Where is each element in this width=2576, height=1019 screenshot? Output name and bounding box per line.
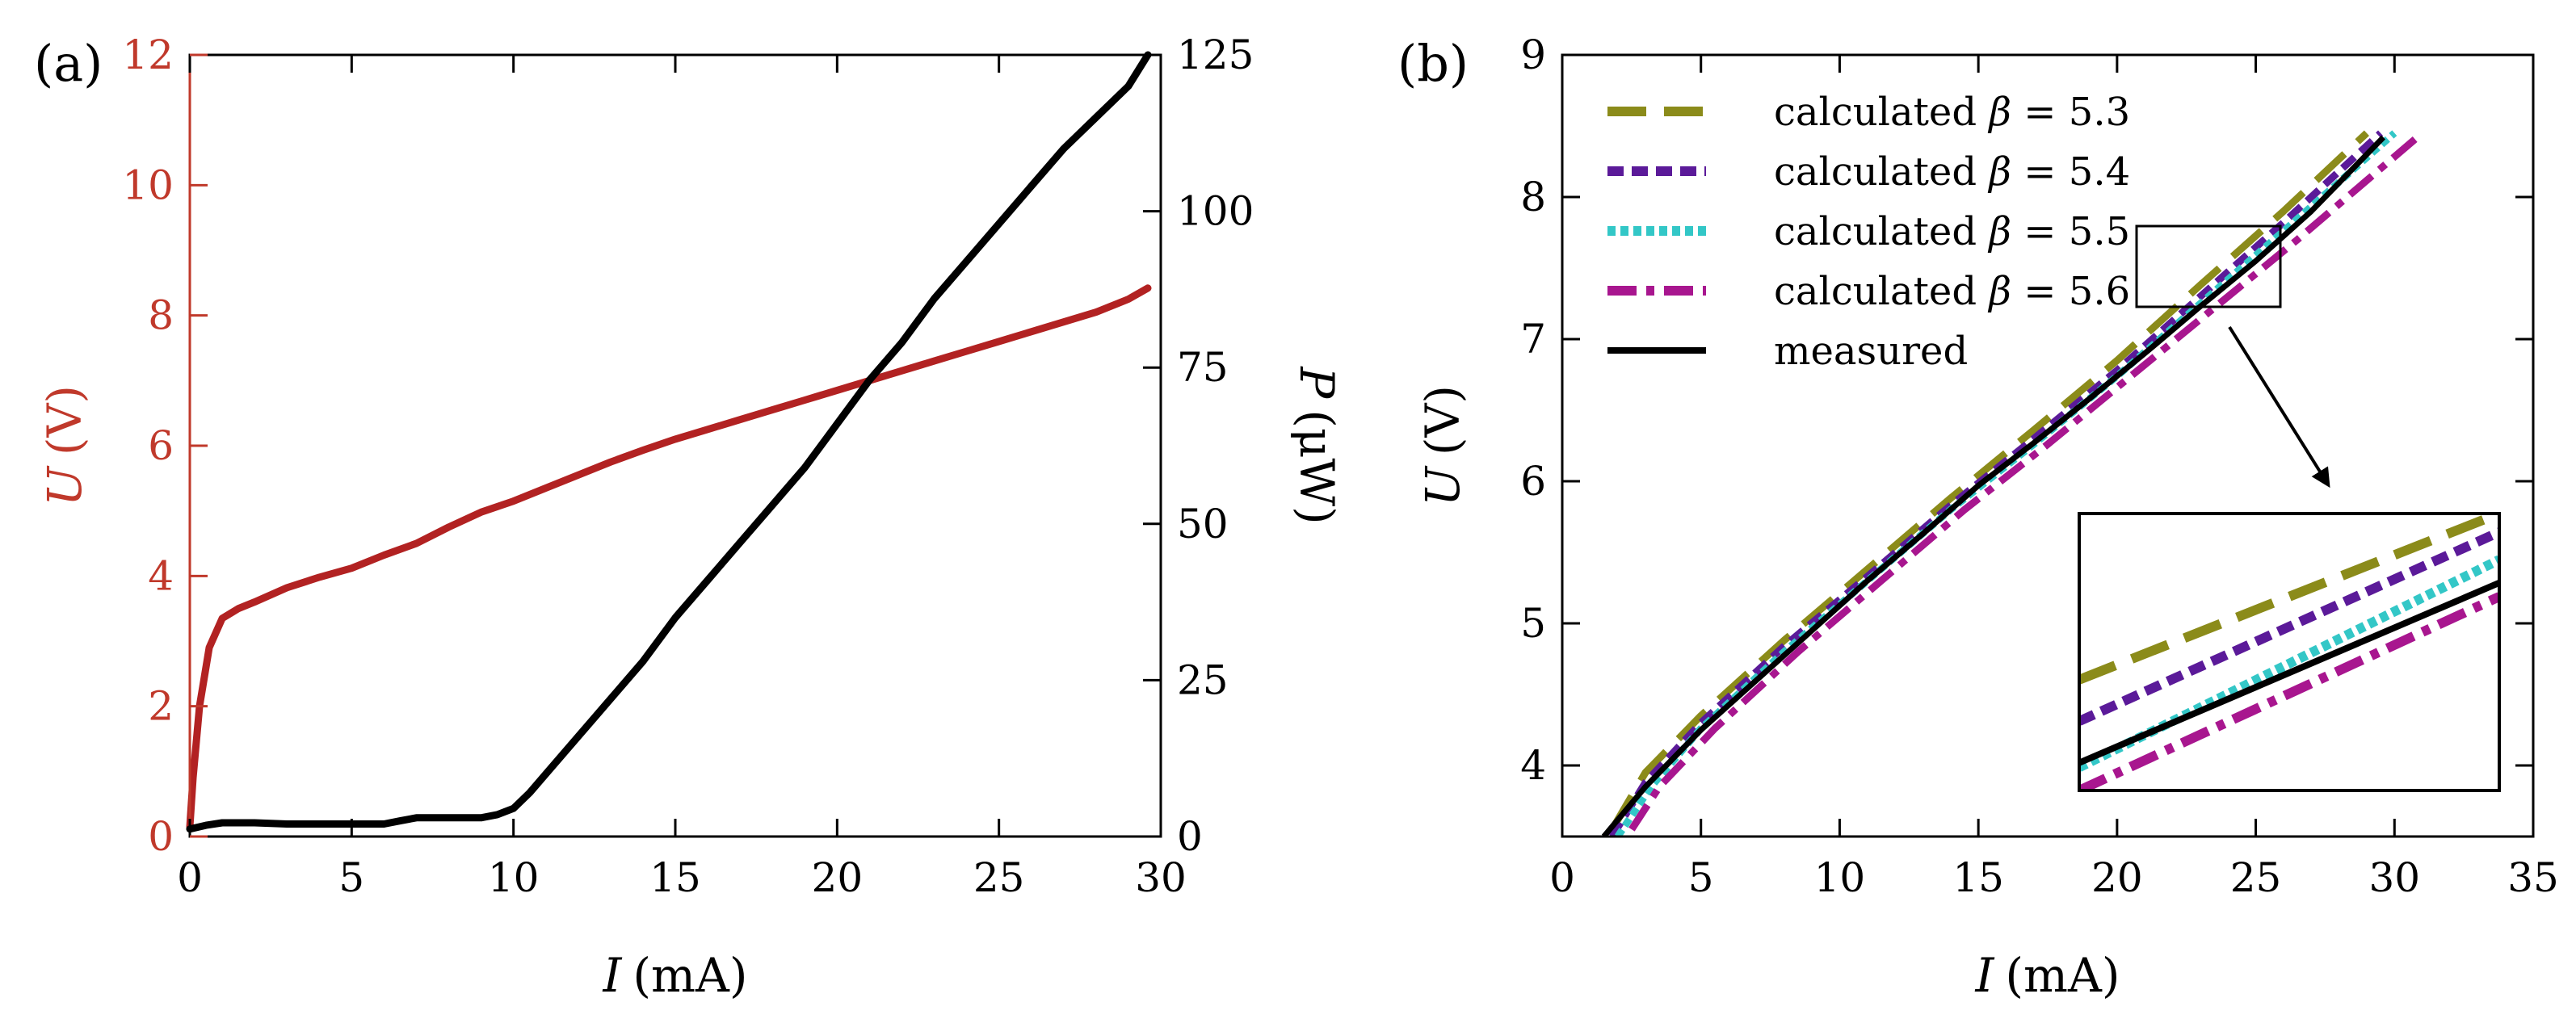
series-line-p <box>186 51 1152 833</box>
b-series-line-0 <box>1608 130 2369 832</box>
panel-a-y-unit: (V) <box>37 385 92 455</box>
legend-label-3: calculated β = 5.6 <box>1774 269 2130 314</box>
inset-line-0 <box>2079 514 2499 685</box>
b-xtick-label: 30 <box>2368 854 2420 901</box>
legend-label-1: calculated β = 5.4 <box>1774 149 2130 195</box>
panel-b-y-label: U (V) <box>1415 385 1470 506</box>
panel-b-x-unit: (mA) <box>2005 948 2120 1003</box>
inset-line-4 <box>2079 580 2499 766</box>
b-ytick-label: 5 <box>1520 600 1546 647</box>
panel-b-frame <box>1561 53 2535 838</box>
panel-b-x-label: I (mA) <box>1974 948 2120 1003</box>
panel-a-series <box>186 51 1152 833</box>
b-ytick-label: 9 <box>1520 31 1546 78</box>
legend-label-4: measured <box>1774 329 1968 374</box>
a-xtick-label: 15 <box>649 854 701 901</box>
a-ytick-label: 10 <box>122 161 174 208</box>
b-ytick-label: 7 <box>1520 316 1546 363</box>
b-ytick-label: 8 <box>1520 174 1546 220</box>
b-xtick-label: 25 <box>2230 854 2282 901</box>
panel-b-label: (b) <box>1397 34 1469 93</box>
panel-a-x-var: I <box>602 948 622 1003</box>
a-xtick-label: 20 <box>812 854 864 901</box>
a-ytick-label: 8 <box>148 292 174 339</box>
a-xtick-label: 10 <box>488 854 540 901</box>
a-xtick-label: 30 <box>1135 854 1187 901</box>
a-xtick-label: 5 <box>338 854 364 901</box>
panel-a-x-label: I (mA) <box>602 948 747 1003</box>
panel-b-series <box>1601 130 2425 837</box>
panel-a-y-var: U <box>37 465 92 506</box>
a-xtick-label: 0 <box>177 854 203 901</box>
b-ytick-label: 4 <box>1520 742 1546 789</box>
legend-label-0: calculated β = 5.3 <box>1774 90 2130 135</box>
a-y2tick-label: 125 <box>1177 31 1254 78</box>
panel-b-ticks: 0 5 10 15 20 25 30 35 4 5 6 7 8 9 <box>1520 31 2559 901</box>
panel-b-y-var: U <box>1415 465 1470 506</box>
b-ytick-label: 6 <box>1520 458 1546 505</box>
a-y2tick-label: 25 <box>1177 656 1229 703</box>
a-y2tick-label: 100 <box>1177 188 1254 235</box>
panel-a-label: (a) <box>34 34 103 93</box>
inset-line-1 <box>2079 527 2499 726</box>
a-y2tick-label: 75 <box>1177 344 1229 391</box>
a-ytick-label: 4 <box>148 552 174 599</box>
b-xtick-label: 35 <box>2507 854 2559 901</box>
panel-b: (b) 0 5 10 15 20 25 30 35 4 5 6 7 8 9 calculated β = … <box>1397 31 2559 1003</box>
panel-a-y2-var: P <box>1289 366 1344 399</box>
a-ytick-label: 12 <box>122 31 174 78</box>
a-y2tick-label: 0 <box>1177 813 1203 860</box>
b-xtick-label: 10 <box>1814 854 1866 901</box>
b-xtick-label: 20 <box>2091 854 2143 901</box>
legend: calculated β = 5.3 calculated β = 5.4 calc… <box>1607 90 2130 374</box>
inset-series <box>2079 514 2499 790</box>
inset-frame <box>2078 512 2501 792</box>
zoom-box <box>2135 224 2282 308</box>
a-y2tick-label: 50 <box>1177 501 1229 547</box>
b-xtick-label: 15 <box>1952 854 2004 901</box>
panel-b-x-var: I <box>1974 948 1994 1003</box>
a-ytick-label: 0 <box>148 813 174 860</box>
a-ytick-label: 6 <box>148 422 174 469</box>
a-xtick-label: 25 <box>973 854 1025 901</box>
panel-a-x-unit: (mA) <box>632 948 747 1003</box>
panel-a-y-label: U (V) <box>37 385 92 506</box>
series-line-u <box>186 284 1152 831</box>
inset-line-3 <box>2079 592 2499 790</box>
panel-b-y-unit: (V) <box>1415 385 1470 455</box>
b-series-line-3 <box>1628 130 2425 832</box>
zoom-arrow <box>2228 325 2330 489</box>
panel-a-y2-label: P (μW) <box>1289 366 1344 525</box>
b-xtick-label: 0 <box>1549 854 1575 901</box>
legend-label-2: calculated β = 5.5 <box>1774 209 2130 254</box>
b-series-line-4 <box>1601 135 2386 837</box>
b-xtick-label: 5 <box>1688 854 1714 901</box>
panel-a-y2-unit: (μW) <box>1289 409 1344 525</box>
a-ytick-label: 2 <box>148 683 174 730</box>
panel-a-frame <box>188 53 1162 838</box>
